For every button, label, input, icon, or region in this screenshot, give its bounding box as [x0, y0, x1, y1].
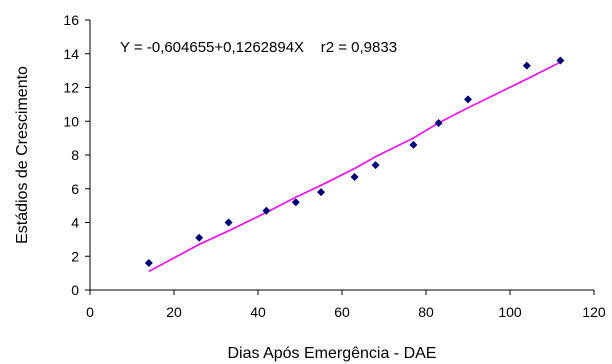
y-ticks: 0 2 4 6 8 10 12 14 16: [63, 12, 90, 298]
x-tick-label: 40: [250, 304, 266, 320]
x-tick-label: 100: [498, 304, 522, 320]
y-tick-label: 6: [71, 181, 79, 197]
data-point: [434, 118, 443, 127]
x-tick-label: 120: [582, 304, 606, 320]
data-point: [224, 218, 233, 227]
y-axis-label: Estádios de Crescimento: [14, 66, 31, 244]
data-point: [371, 161, 380, 170]
x-tick-label: 0: [86, 304, 94, 320]
x-axis-label: Dias Após Emergência - DAE: [228, 345, 437, 362]
x-tick-label: 20: [166, 304, 182, 320]
y-tick-label: 14: [63, 46, 79, 62]
x-tick-label: 80: [418, 304, 434, 320]
x-tick-label: 60: [334, 304, 350, 320]
regression-line: [148, 61, 561, 273]
y-tick-label: 2: [71, 248, 79, 264]
data-point: [409, 140, 418, 149]
y-tick-label: 4: [71, 215, 79, 231]
y-tick-label: 16: [63, 12, 79, 28]
x-ticks: 0 20 40 60 80 100 120: [86, 290, 606, 320]
data-point: [195, 233, 204, 242]
data-point: [350, 172, 359, 181]
data-point: [317, 188, 325, 197]
data-point: [464, 95, 472, 104]
data-point: [291, 198, 300, 207]
regression-equation: Y = -0,604655+0,1262894X r2 = 0,9833: [120, 39, 397, 56]
data-point: [556, 56, 565, 65]
y-tick-label: 8: [71, 147, 79, 163]
data-point: [262, 206, 271, 215]
y-tick-label: 10: [63, 113, 79, 129]
trend-line-group: [148, 61, 561, 273]
axes: [89, 20, 594, 291]
data-point: [522, 61, 531, 70]
data-point: [144, 259, 153, 267]
y-tick-label: 0: [71, 282, 79, 298]
data-points: [144, 56, 565, 267]
y-tick-label: 12: [63, 80, 79, 96]
